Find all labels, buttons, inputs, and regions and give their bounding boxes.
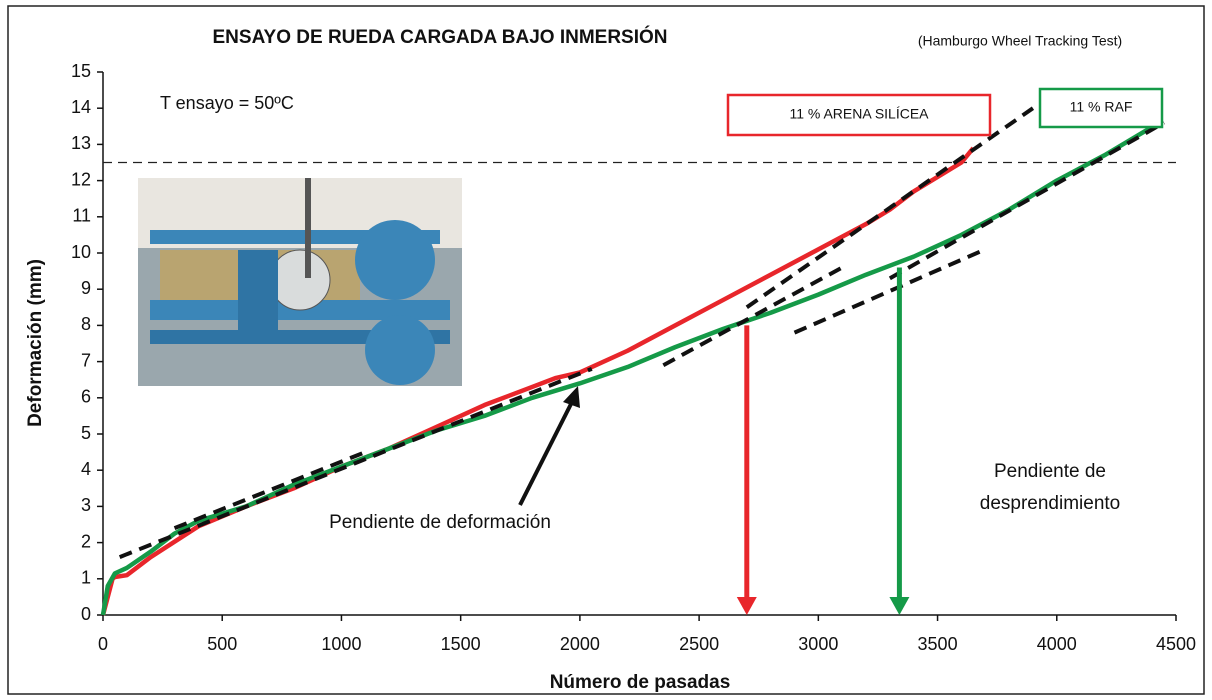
- photo: [138, 178, 462, 386]
- x-tick-label: 3500: [918, 634, 958, 654]
- x-tick-label: 0: [98, 634, 108, 654]
- annotation: Pendiente de deformación: [329, 512, 551, 533]
- y-tick-label: 0: [81, 604, 91, 624]
- annotation: desprendimiento: [980, 493, 1120, 514]
- arrow-head: [737, 597, 757, 615]
- legend-label: 11 % ARENA SILÍCEA: [789, 106, 929, 122]
- x-tick-label: 3000: [798, 634, 838, 654]
- y-tick-label: 8: [81, 314, 91, 334]
- x-tick-label: 2000: [560, 634, 600, 654]
- x-tick-label: 1500: [441, 634, 481, 654]
- y-tick-label: 11: [72, 206, 91, 226]
- x-tick-label: 4500: [1156, 634, 1196, 654]
- y-tick-label: 5: [81, 423, 91, 443]
- x-tick-label: 500: [207, 634, 237, 654]
- x-tick-label: 2500: [679, 634, 719, 654]
- y-tick-label: 10: [71, 242, 91, 262]
- x-axis-label: Número de pasadas: [550, 672, 731, 693]
- y-tick-label: 1: [81, 568, 91, 588]
- x-tick-label: 1000: [321, 634, 361, 654]
- y-tick-label: 6: [81, 387, 91, 407]
- pointer-arrow: [520, 386, 580, 505]
- legend-label: 11 % RAF: [1070, 99, 1133, 115]
- x-tick-label: 4000: [1037, 634, 1077, 654]
- chart-title: ENSAYO DE RUEDA CARGADA BAJO INMERSIÓN: [213, 26, 668, 48]
- y-tick-label: 14: [71, 97, 91, 117]
- y-axis-label: Deformación (mm): [25, 259, 46, 427]
- chart: ENSAYO DE RUEDA CARGADA BAJO INMERSIÓN (…: [0, 0, 1212, 700]
- y-tick-label: 15: [71, 61, 91, 81]
- page: {"chart_data": { "type": "line", "title"…: [0, 0, 1212, 700]
- annotation: Pendiente de: [994, 461, 1106, 482]
- y-tick-label: 9: [81, 278, 91, 298]
- chart-subtitle: (Hamburgo Wheel Tracking Test): [918, 33, 1122, 49]
- y-tick-label: 12: [71, 169, 91, 189]
- arrow-head: [889, 597, 909, 615]
- annotation: T ensayo = 50ºC: [160, 93, 294, 113]
- y-tick-label: 2: [81, 531, 91, 551]
- y-tick-label: 13: [71, 133, 91, 153]
- y-tick-label: 3: [81, 495, 91, 515]
- y-tick-label: 7: [81, 350, 91, 370]
- y-tick-label: 4: [81, 459, 91, 479]
